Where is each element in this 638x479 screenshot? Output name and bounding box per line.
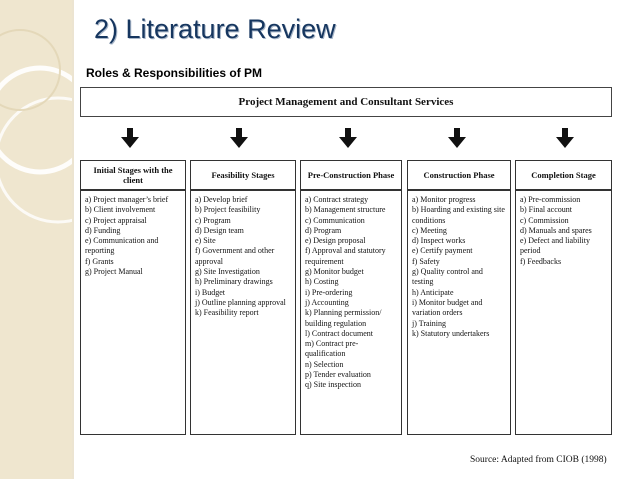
list-item: i) Pre-ordering [305, 287, 353, 297]
list-item: c) Communication [305, 215, 365, 225]
list-item: f) Grants [85, 256, 114, 266]
column-construction: a) Monitor progress b) Hoarding and exis… [407, 190, 511, 435]
list-item: l) Contract document [305, 328, 373, 338]
list-item: b) Final account [520, 205, 572, 215]
list-item: a) Develop brief [195, 195, 248, 204]
diagram-banner: Project Management and Consultant Servic… [80, 87, 612, 117]
list-item: h) Costing [305, 277, 339, 287]
list-item: e) Design proposal [305, 236, 366, 246]
list-item: a) Contract strategy [305, 195, 369, 204]
list-item: d) Manuals and spares [520, 225, 592, 235]
list-item: e) Certify payment [412, 246, 473, 256]
list-item: f) Government and other approval [195, 246, 275, 266]
down-arrow-icon [556, 128, 574, 148]
list-item: n) Selection [305, 359, 344, 369]
column-header-completion: Completion Stage [515, 160, 612, 190]
column-header-construction: Construction Phase [407, 160, 511, 190]
list-item: c) Program [195, 215, 231, 225]
column-header-initial-stages: Initial Stages with the client [80, 160, 186, 190]
source-caption: Source: Adapted from CIOB (1998) [470, 455, 607, 465]
list-item: i) Monitor budget and variation orders [412, 297, 483, 318]
list-item: g) Quality control and testing [412, 267, 483, 287]
list-item: a) Monitor progress [412, 195, 476, 204]
list-item: k) Planning permission/ building regulat… [305, 308, 382, 328]
list-item: g) Project Manual [85, 267, 143, 277]
list-item: b) Project feasibility [195, 205, 261, 215]
column-pre-construction: a) Contract strategy b) Management struc… [300, 190, 402, 435]
list-item: c) Meeting [412, 225, 447, 235]
list-item: e) Communication and reporting [85, 236, 159, 256]
down-arrow-icon [121, 128, 139, 148]
down-arrow-icon [448, 128, 466, 148]
list-item: a) Pre-commission [520, 195, 581, 204]
column-completion: a) Pre-commission b) Final account c) Co… [515, 190, 612, 435]
list-item: d) Design team [195, 225, 244, 235]
list-item: a) Project manager’s brief [85, 195, 169, 204]
column-feasibility: a) Develop brief b) Project feasibility … [190, 190, 296, 435]
list-item: d) Inspect works [412, 236, 466, 246]
list-item: h) Anticipate [412, 287, 454, 297]
slide-title: 2) Literature Review [94, 14, 336, 44]
list-item: b) Management structure [305, 205, 386, 215]
list-item: m) Contract pre-qualification [305, 339, 359, 359]
list-item: i) Budget [195, 287, 225, 297]
list-item: d) Program [305, 225, 342, 235]
list-item: d) Funding [85, 225, 121, 235]
list-item: e) Defect and liability period [520, 236, 590, 256]
list-item: b) Client involvement [85, 205, 156, 215]
list-item: g) Site Investigation [195, 267, 260, 277]
list-item: q) Site inspection [305, 380, 361, 390]
list-item: k) Feasibility report [195, 308, 259, 318]
list-item: k) Statutory undertakers [412, 328, 490, 338]
list-item: j) Training [412, 318, 447, 328]
list-item: c) Commission [520, 215, 569, 225]
list-item: j) Accounting [305, 297, 349, 307]
down-arrow-icon [339, 128, 357, 148]
down-arrow-icon [230, 128, 248, 148]
column-header-feasibility: Feasibility Stages [190, 160, 296, 190]
list-item: g) Monitor budget [305, 267, 364, 277]
list-item: p) Tender evaluation [305, 370, 371, 380]
list-item: f) Safety [412, 256, 440, 266]
column-initial-stages: a) Project manager’s brief b) Client inv… [80, 190, 186, 435]
list-item: e) Site [195, 236, 216, 246]
side-decoration-band [0, 0, 72, 479]
list-item: b) Hoarding and existing site conditions [412, 205, 505, 225]
slide-subtitle: Roles & Responsibilities of PM [86, 66, 263, 80]
list-item: f) Approval and statutory requirement [305, 246, 386, 266]
list-item: h) Preliminary drawings [195, 277, 273, 287]
list-item: j) Outline planning approval [195, 297, 286, 307]
column-header-pre-construction: Pre-Construction Phase [300, 160, 402, 190]
list-item: c) Project appraisal [85, 215, 147, 225]
list-item: f) Feedbacks [520, 256, 562, 266]
